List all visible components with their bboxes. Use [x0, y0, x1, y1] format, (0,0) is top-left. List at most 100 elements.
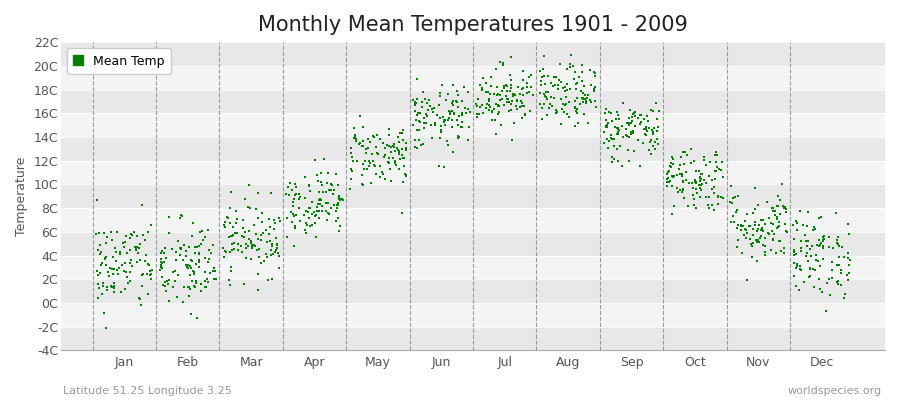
Point — [251, 215, 266, 221]
Point — [270, 245, 284, 251]
Point — [701, 172, 716, 179]
Point — [766, 221, 780, 227]
Point — [812, 242, 826, 249]
Point — [507, 120, 521, 126]
Point — [122, 246, 137, 253]
Point — [800, 242, 814, 249]
Point — [553, 76, 567, 83]
Point — [380, 142, 394, 148]
Point — [806, 243, 820, 250]
Point — [730, 225, 744, 232]
Point — [113, 249, 128, 256]
Point — [711, 200, 725, 207]
Point — [787, 273, 801, 279]
Point — [366, 133, 381, 139]
Point — [456, 84, 471, 91]
Point — [251, 236, 266, 242]
Point — [574, 88, 589, 94]
Point — [436, 114, 450, 120]
Point — [570, 106, 584, 112]
Point — [218, 224, 232, 230]
Point — [611, 131, 625, 137]
Point — [516, 68, 530, 74]
Point — [710, 152, 724, 158]
Point — [634, 112, 648, 119]
Point — [834, 244, 849, 250]
Bar — [61, 184, 885, 208]
Point — [302, 182, 316, 188]
Point — [418, 120, 432, 127]
Point — [93, 250, 107, 257]
Point — [497, 83, 511, 90]
Point — [557, 102, 572, 108]
Point — [712, 166, 726, 172]
Point — [789, 218, 804, 224]
Point — [743, 222, 758, 229]
Point — [298, 174, 312, 180]
Point — [384, 149, 399, 155]
Point — [196, 237, 211, 243]
Point — [607, 156, 621, 162]
Point — [242, 205, 256, 211]
Point — [603, 110, 617, 116]
Point — [772, 223, 787, 230]
Point — [135, 272, 149, 278]
Point — [583, 96, 598, 103]
Point — [445, 117, 459, 123]
Point — [254, 260, 268, 266]
Point — [433, 115, 447, 121]
Point — [693, 184, 707, 191]
Point — [770, 214, 784, 220]
Point — [171, 238, 185, 244]
Point — [579, 98, 593, 104]
Point — [724, 183, 738, 189]
Point — [673, 154, 688, 160]
Point — [417, 125, 431, 132]
Point — [92, 284, 106, 291]
Point — [789, 261, 804, 268]
Point — [549, 110, 563, 116]
Point — [824, 275, 839, 282]
Point — [667, 203, 681, 210]
Point — [637, 116, 652, 122]
Point — [494, 95, 508, 102]
Point — [434, 128, 448, 135]
Point — [807, 266, 822, 273]
Point — [706, 206, 721, 213]
Point — [599, 122, 614, 128]
Point — [371, 150, 385, 157]
Point — [273, 217, 287, 224]
Point — [482, 91, 497, 98]
Point — [803, 246, 817, 252]
Point — [664, 211, 679, 218]
Point — [287, 192, 302, 198]
Point — [434, 123, 448, 130]
Point — [671, 166, 686, 173]
Point — [670, 185, 685, 192]
Point — [568, 103, 582, 110]
Point — [285, 219, 300, 226]
Point — [451, 92, 465, 98]
Point — [499, 82, 513, 88]
Point — [94, 260, 109, 266]
Point — [298, 208, 312, 214]
Point — [633, 162, 647, 169]
Point — [396, 154, 410, 161]
Point — [688, 177, 703, 184]
Point — [201, 227, 215, 233]
Point — [619, 132, 634, 139]
Point — [446, 110, 461, 117]
Point — [816, 238, 831, 244]
Bar — [61, 137, 885, 161]
Point — [510, 97, 525, 104]
Point — [675, 171, 689, 177]
Point — [373, 163, 387, 170]
Point — [562, 86, 577, 92]
Point — [788, 265, 803, 272]
Point — [469, 100, 483, 107]
Point — [293, 218, 308, 224]
Point — [220, 215, 235, 221]
Point — [842, 270, 856, 276]
Point — [95, 280, 110, 287]
Point — [543, 101, 557, 107]
